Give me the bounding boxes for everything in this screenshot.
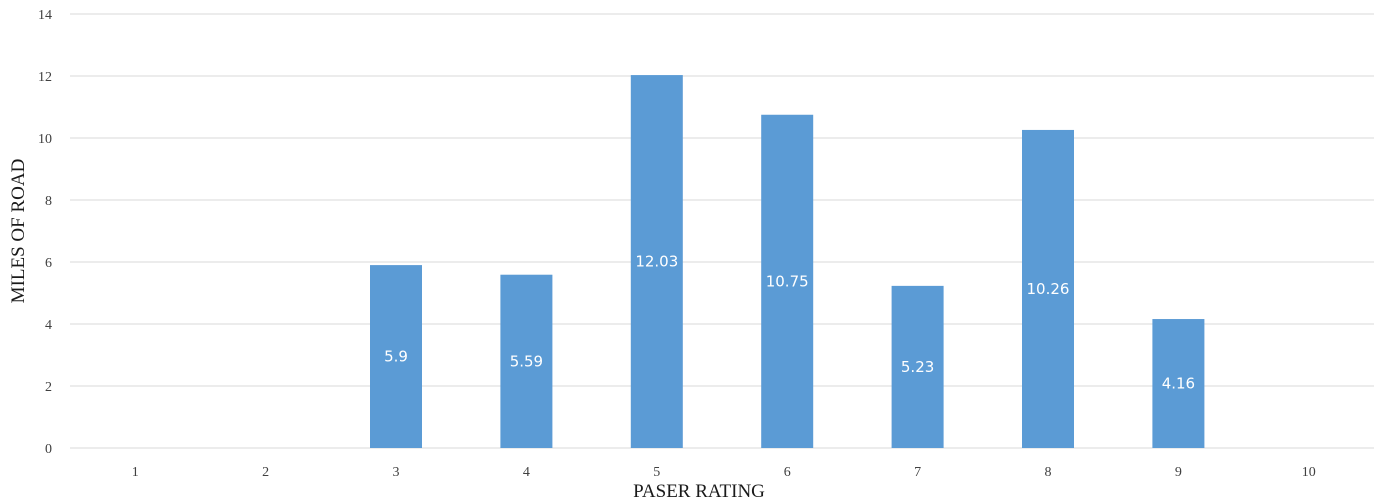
y-tick-label: 2: [45, 380, 52, 395]
bar: [630, 75, 683, 448]
bar-value-label: 12.03: [635, 253, 678, 271]
y-tick-label: 12: [38, 70, 52, 85]
y-tick-label: 14: [38, 8, 52, 23]
y-tick-label: 0: [45, 442, 52, 457]
bar: [761, 114, 814, 448]
x-axis-ticks: 1 2 3 4 5 6 7 8 9 10: [132, 465, 1316, 480]
bar-value-label: 10.75: [766, 272, 809, 290]
bar: [1022, 129, 1074, 448]
bar-value-label: 5.59: [510, 352, 543, 370]
x-tick-label: 6: [784, 465, 791, 480]
y-tick-label: 4: [45, 318, 52, 333]
gridlines: [70, 13, 1374, 449]
y-tick-label: 10: [38, 132, 52, 147]
bar: [500, 274, 553, 448]
bar: [370, 265, 422, 448]
x-tick-label: 1: [132, 465, 139, 480]
bar: [1152, 319, 1205, 448]
bar-value-label: 4.16: [1162, 375, 1195, 393]
x-tick-label: 5: [653, 465, 660, 480]
y-tick-label: 6: [45, 256, 52, 271]
x-tick-label: 10: [1302, 465, 1316, 480]
x-axis-title: PASER RATING: [633, 481, 765, 502]
bar: [891, 285, 944, 448]
x-tick-label: 8: [1045, 465, 1052, 480]
y-axis-title: MILES OF ROAD: [8, 159, 29, 304]
x-tick-label: 2: [262, 465, 269, 480]
x-tick-label: 4: [523, 465, 530, 480]
bar-value-label: 5.9: [384, 348, 408, 366]
bars: 5.9 5.59 12.03 10.75 5.23 10.26 4.16: [370, 75, 1205, 448]
bar-value-label: 10.26: [1027, 280, 1070, 298]
x-tick-label: 7: [914, 465, 921, 480]
y-axis-ticks: 0 2 4 6 8 10 12 14: [38, 8, 52, 457]
bar-value-label: 5.23: [901, 358, 934, 376]
x-tick-label: 3: [393, 465, 400, 480]
x-tick-label: 9: [1175, 465, 1182, 480]
y-tick-label: 8: [45, 194, 52, 209]
